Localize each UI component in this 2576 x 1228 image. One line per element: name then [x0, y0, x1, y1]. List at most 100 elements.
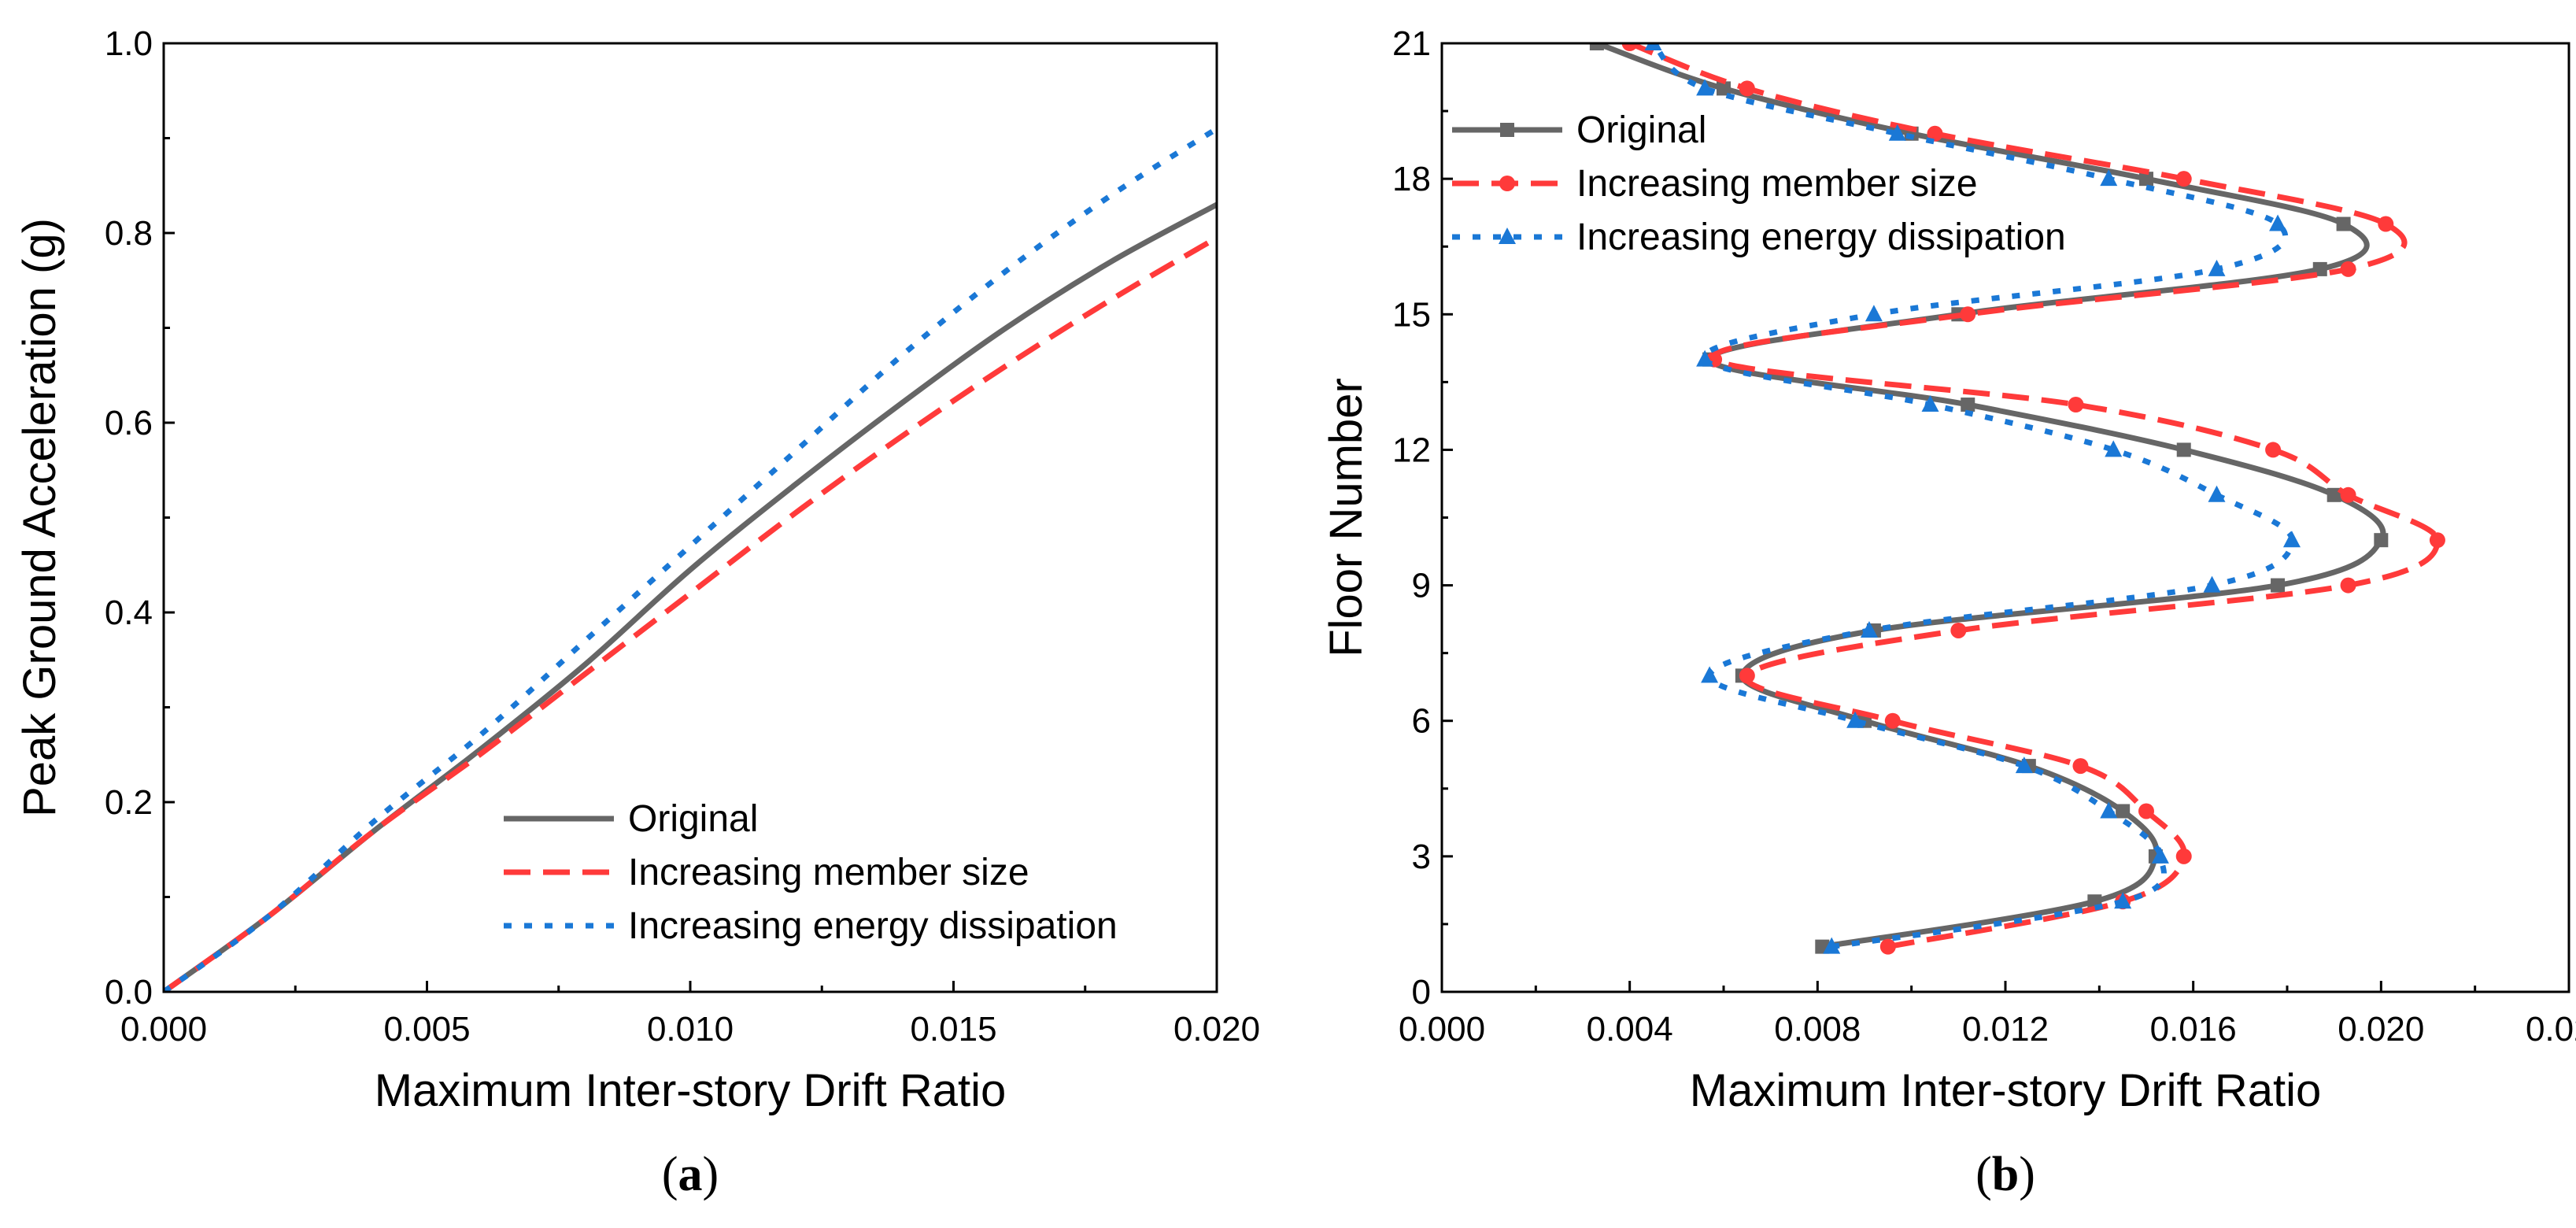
y-tick-label: 0 — [1412, 973, 1431, 1012]
y-tick-label: 0.6 — [105, 404, 153, 442]
data-point — [2269, 214, 2287, 231]
y-tick-label: 18 — [1392, 160, 1431, 198]
data-point — [2208, 259, 2226, 276]
legend-label-1: Original — [628, 798, 758, 840]
x-tick-label: 0.016 — [2150, 1010, 2237, 1049]
x-tick-label: 0.024 — [2526, 1010, 2576, 1049]
data-point — [2175, 848, 2192, 864]
x-axis-label: Maximum Inter-story Drift Ratio — [1690, 1065, 2321, 1116]
data-point — [2265, 442, 2282, 458]
series-line-3 — [1650, 43, 2295, 950]
data-point — [1860, 620, 1878, 638]
data-point — [2282, 531, 2301, 548]
data-point — [1644, 43, 1662, 50]
data-point — [1739, 668, 1755, 684]
x-tick-label: 0.000 — [120, 1010, 207, 1049]
data-point — [1961, 398, 1975, 412]
x-tick-label: 0.010 — [647, 1010, 734, 1049]
data-point — [1927, 125, 1943, 142]
data-point — [2015, 756, 2033, 774]
data-point — [1739, 80, 1755, 97]
y-tick-label: 15 — [1392, 295, 1431, 334]
data-point — [1701, 666, 1719, 683]
data-point — [1621, 43, 1638, 51]
data-point — [1717, 81, 1731, 96]
data-point — [1865, 305, 1883, 322]
data-point — [2114, 892, 2132, 909]
legend: Original Increasing member size Increasing… — [504, 798, 1118, 947]
data-point — [2068, 397, 2084, 413]
data-point — [2374, 533, 2389, 548]
legend: Original Increasing member size Increasing… — [1452, 109, 2066, 258]
legend-label-2: Increasing member size — [628, 852, 1029, 893]
legend-marker — [1499, 176, 1515, 191]
x-tick-label: 0.015 — [910, 1010, 996, 1049]
series-3 — [164, 126, 1217, 992]
data-point — [2336, 216, 2351, 231]
legend-label-3: Increasing energy dissipation — [628, 905, 1118, 947]
y-axis-label: Peak Ground Acceleration (g) — [14, 218, 65, 817]
data-point — [1846, 711, 1865, 728]
data-point — [2203, 575, 2221, 593]
data-point — [1950, 622, 1967, 638]
data-point — [2271, 578, 2286, 593]
x-tick-label: 0.020 — [1173, 1010, 1260, 1049]
series-3 — [1644, 43, 2301, 954]
series-line-2 — [164, 235, 1217, 992]
y-tick-label: 0.2 — [105, 783, 153, 822]
data-point — [1696, 350, 1714, 367]
data-point — [2378, 216, 2394, 232]
chart-a: 0.000 0.005 0.010 0.015 0.020 0.0 0.2 0.4 0.6 0.8… — [14, 24, 1260, 1201]
y-tick-label: 3 — [1412, 838, 1431, 876]
series-2 — [164, 235, 1217, 992]
y-tick-label: 6 — [1412, 702, 1431, 741]
data-point — [2138, 803, 2154, 819]
legend-marker — [1499, 227, 1516, 244]
data-point — [2105, 440, 2123, 457]
data-point — [2100, 801, 2118, 819]
data-point — [2176, 442, 2191, 457]
x-tick-label: 0.020 — [2338, 1010, 2424, 1049]
legend-label-1: Original — [1576, 109, 1706, 151]
data-point — [2208, 485, 2226, 502]
panel-caption: (b) — [1975, 1148, 2035, 1201]
data-point — [2116, 804, 2131, 819]
series-2 — [1621, 43, 2445, 955]
y-tick-label: 1.0 — [105, 24, 153, 63]
series-line-3 — [164, 126, 1217, 992]
y-tick-label: 12 — [1392, 431, 1431, 469]
data-point — [2340, 261, 2356, 277]
data-point — [2340, 577, 2356, 594]
x-tick-label: 0.000 — [1399, 1010, 1485, 1049]
chart-b: 0.000 0.004 0.008 0.012 0.016 0.020 0.024 0 3 6 9 1… — [1321, 24, 2576, 1201]
x-tick-label: 0.005 — [383, 1010, 470, 1049]
y-tick-label: 0.0 — [105, 973, 153, 1012]
x-tick-label: 0.012 — [1962, 1010, 2049, 1049]
legend-label-2: Increasing member size — [1576, 163, 1978, 205]
data-point — [1823, 937, 1841, 954]
data-point — [2100, 169, 2118, 187]
data-point — [2429, 532, 2445, 549]
data-point — [2139, 172, 2153, 187]
data-point — [1696, 79, 1714, 96]
data-point — [2072, 758, 2089, 775]
data-point — [1589, 43, 1604, 50]
data-point — [1921, 395, 1939, 412]
x-tick-label: 0.008 — [1774, 1010, 1861, 1049]
data-point — [1879, 938, 1896, 955]
data-point — [1884, 712, 1901, 729]
data-point — [1888, 124, 1906, 141]
x-axis-label: Maximum Inter-story Drift Ratio — [375, 1065, 1006, 1116]
data-point — [1960, 306, 1976, 323]
y-axis-label: Floor Number — [1321, 378, 1372, 657]
y-tick-label: 0.4 — [105, 594, 153, 632]
data-point — [2151, 846, 2169, 864]
legend-marker — [1500, 123, 1514, 137]
data-point — [2340, 486, 2356, 503]
data-point — [2175, 171, 2192, 187]
y-tick-label: 0.8 — [105, 214, 153, 253]
y-tick-label: 9 — [1412, 567, 1431, 605]
y-tick-label: 21 — [1392, 24, 1431, 63]
legend-label-3: Increasing energy dissipation — [1576, 216, 2066, 258]
